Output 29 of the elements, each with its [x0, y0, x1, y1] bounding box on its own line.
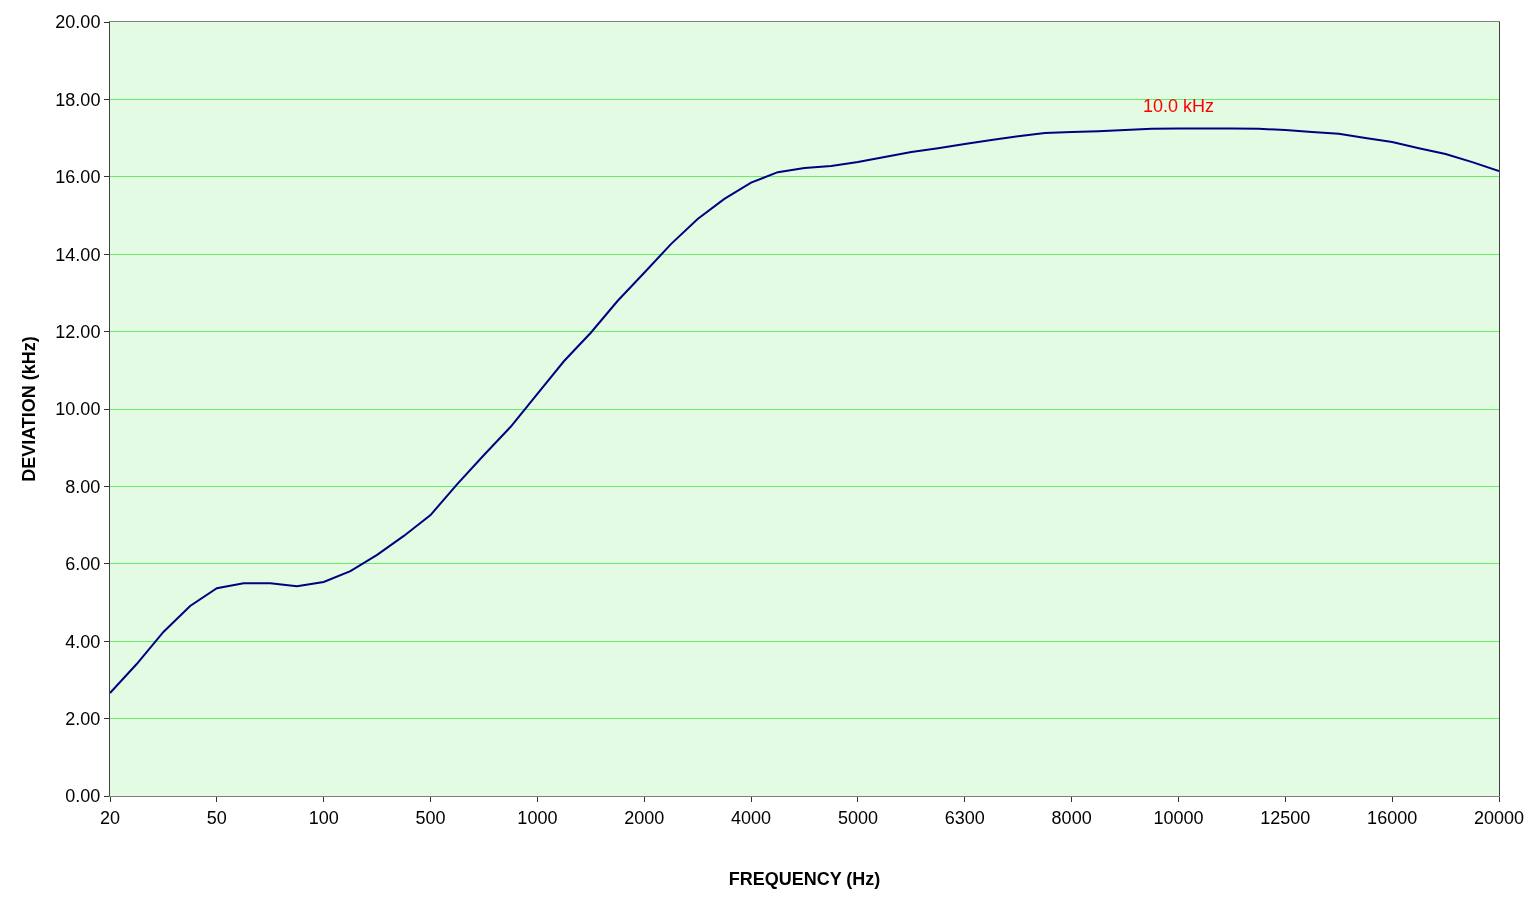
y-tick-label: 4.00	[65, 631, 101, 652]
x-tick-label: 8000	[1051, 807, 1092, 828]
x-axis-title: FREQUENCY (Hz)	[728, 868, 881, 889]
x-tick-label: 6300	[944, 807, 985, 828]
x-tick-label: 20000	[1473, 807, 1525, 828]
y-tick-label: 18.00	[55, 89, 101, 110]
y-tick-label: 6.00	[65, 554, 101, 575]
x-tick-label: 10000	[1153, 807, 1204, 828]
y-tick-label: 8.00	[65, 476, 101, 497]
x-tick-label: 1000	[517, 807, 558, 828]
y-tick-label: 14.00	[55, 244, 101, 265]
x-tick-label: 12500	[1260, 807, 1311, 828]
x-tick-label: 16000	[1367, 807, 1418, 828]
annotation: 10.0 kHz	[1143, 96, 1215, 116]
y-tick-label: 20.00	[55, 12, 101, 33]
x-tick-label: 5000	[837, 807, 878, 828]
y-tick-label: 16.00	[55, 167, 101, 188]
x-tick-label: 50	[206, 807, 227, 828]
x-tick-label: 100	[308, 807, 339, 828]
x-tick-label: 4000	[731, 807, 772, 828]
x-tick-label: 2000	[624, 807, 665, 828]
x-tick-label: 500	[415, 807, 446, 828]
y-tick-label: 2.00	[65, 708, 101, 729]
y-tick-label: 10.00	[55, 399, 101, 420]
y-axis-title: DEVIATION (kHz)	[18, 336, 39, 482]
line-series	[110, 127, 1499, 695]
y-tick-label: 0.00	[65, 786, 101, 807]
x-tick-label: 20	[99, 807, 121, 828]
y-tick-label: 12.00	[55, 321, 101, 342]
